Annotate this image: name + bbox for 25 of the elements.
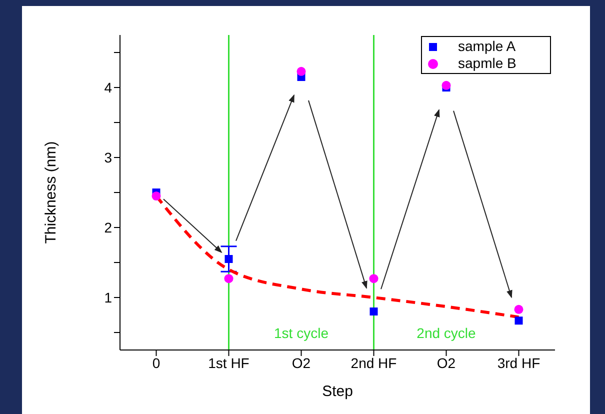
point	[442, 80, 451, 90]
y-tick-label: 2	[104, 219, 112, 236]
point	[224, 255, 233, 263]
annotation: 1st cycle	[274, 325, 329, 341]
y-tick-label: 3	[104, 149, 112, 166]
x-tick-label: O2	[292, 354, 311, 371]
x-tick-label: 1st HF	[208, 354, 250, 371]
x-tick-label: 3rd HF	[497, 354, 540, 371]
legend-label: sample A	[458, 38, 516, 55]
annotation: 2nd cycle	[416, 325, 476, 341]
x-tick-label: O2	[436, 354, 456, 371]
point	[369, 274, 378, 284]
x-tick-label: 0	[152, 354, 160, 371]
point	[370, 308, 378, 316]
point	[514, 316, 523, 325]
legend-label: sapmle B	[458, 55, 516, 72]
point	[224, 274, 234, 284]
x-tick-label: 2nd HF	[350, 354, 397, 371]
point	[152, 191, 161, 201]
y-tick-label: 1	[104, 289, 112, 306]
y-tick-label: 4	[104, 79, 112, 96]
y-axis-title: Thickness (nm)	[42, 141, 60, 244]
point	[296, 66, 306, 76]
point	[514, 304, 524, 314]
x-axis-title: Step	[322, 383, 353, 400]
